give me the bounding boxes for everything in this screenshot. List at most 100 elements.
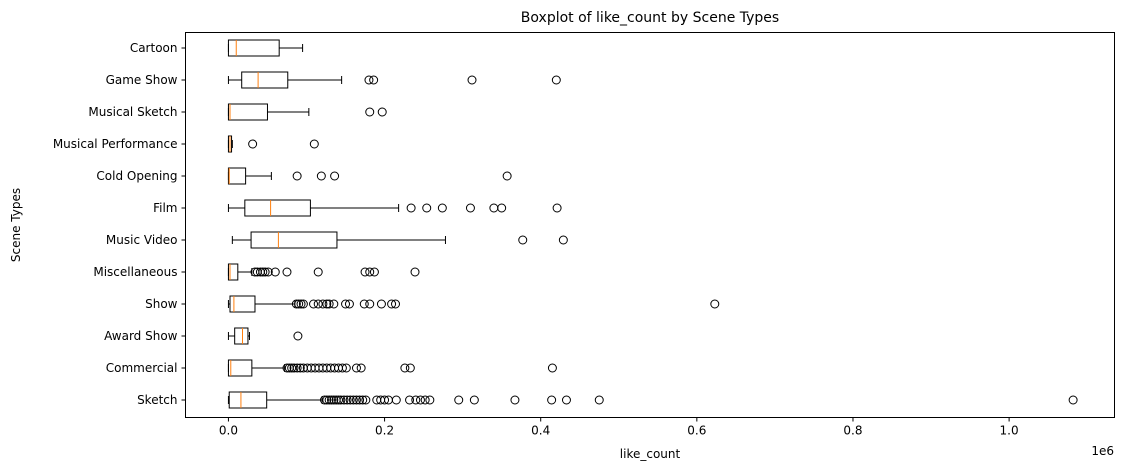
outlier-point: [369, 267, 379, 277]
outlier-point: [351, 395, 361, 405]
outlier-point: [369, 75, 379, 85]
outlier-point: [502, 171, 512, 181]
box-iqr: [229, 295, 256, 313]
y-tick-label: Commercial: [106, 361, 178, 375]
box-iqr: [227, 103, 268, 121]
outlier-point: [365, 107, 375, 117]
outlier-point: [336, 395, 346, 405]
outlier-point: [406, 203, 416, 213]
outlier-point: [292, 363, 302, 373]
outlier-point: [351, 363, 361, 373]
outlier-point: [337, 363, 347, 373]
outlier-point: [270, 267, 280, 277]
box-musical-sketch: [227, 103, 387, 121]
box-iqr: [227, 39, 280, 57]
outlier-point: [551, 75, 561, 85]
outlier-point: [454, 395, 464, 405]
outlier-point: [298, 299, 308, 309]
outlier-point: [552, 203, 562, 213]
outlier-point: [410, 267, 420, 277]
y-axis-label: Scene Types: [9, 188, 23, 262]
outlier-point: [467, 75, 477, 85]
outlier-point: [380, 395, 390, 405]
outlier-point: [518, 235, 528, 245]
outlier-point: [365, 267, 375, 277]
outlier-point: [1068, 395, 1078, 405]
outlier-point: [391, 395, 401, 405]
outlier-point: [341, 299, 351, 309]
plot-area: [185, 32, 1115, 418]
y-tick-label: Game Show: [106, 73, 178, 87]
x-axis-scale-label: 1e6: [1091, 444, 1114, 458]
outlier-point: [425, 395, 435, 405]
outlier-point: [329, 299, 339, 309]
outlier-point: [329, 395, 339, 405]
outlier-point: [263, 267, 273, 277]
y-tick-label: Cold Opening: [96, 169, 177, 183]
x-axis-label: like_count: [620, 447, 681, 461]
outlier-point: [355, 395, 365, 405]
outlier-point: [361, 395, 371, 405]
y-tick-label: Show: [145, 297, 178, 311]
y-axis: Cartoon Game Show Musical Sketch Musical Pe…: [53, 41, 186, 407]
boxes-layer: [227, 39, 1078, 409]
outlier-point: [356, 363, 366, 373]
outlier-point: [594, 395, 604, 405]
outlier-point: [334, 395, 344, 405]
outlier-point: [360, 267, 370, 277]
outlier-point: [405, 395, 415, 405]
box-award-show: [227, 327, 303, 345]
outlier-point: [248, 139, 258, 149]
box-iqr: [250, 231, 338, 249]
outlier-point: [341, 363, 351, 373]
y-tick-label: Music Video: [106, 233, 178, 247]
box-cold-opening: [227, 167, 512, 185]
box-film: [227, 199, 562, 217]
outlier-point: [469, 395, 479, 405]
outlier-point: [287, 363, 297, 373]
outlier-point: [710, 299, 720, 309]
y-tick-label: Film: [153, 201, 177, 215]
box-iqr: [228, 391, 268, 409]
outlier-point: [322, 395, 332, 405]
outlier-point: [358, 395, 368, 405]
y-tick-label: Musical Performance: [53, 137, 178, 151]
outlier-point: [376, 299, 386, 309]
outlier-point: [415, 395, 425, 405]
box-iqr: [227, 359, 253, 377]
outlier-point: [364, 75, 374, 85]
box-iqr: [234, 327, 249, 345]
chart-title: Boxplot of like_count by Scene Types: [521, 10, 779, 26]
x-tick-label: 0.2: [375, 424, 394, 438]
outlier-point: [510, 395, 520, 405]
box-iqr: [244, 199, 311, 217]
outlier-point: [345, 395, 355, 405]
outlier-point: [489, 203, 499, 213]
outlier-point: [344, 299, 354, 309]
outlier-point: [296, 299, 306, 309]
outlier-point: [316, 171, 326, 181]
outlier-point: [391, 299, 401, 309]
box-miscellaneous: [227, 263, 420, 281]
outlier-point: [330, 171, 340, 181]
outlier-point: [282, 267, 292, 277]
y-tick-label: Musical Sketch: [88, 105, 177, 119]
box-iqr: [241, 71, 289, 89]
outlier-point: [294, 299, 304, 309]
box-musical-performance: [227, 135, 319, 153]
outlier-point: [497, 203, 507, 213]
outlier-point: [289, 363, 299, 373]
outlier-point: [319, 395, 329, 405]
box-cartoon: [227, 39, 304, 57]
box-sketch: [227, 391, 1078, 409]
outlier-point: [422, 203, 432, 213]
outlier-point: [400, 363, 410, 373]
y-tick-label: Sketch: [137, 393, 177, 407]
outlier-point: [322, 299, 332, 309]
x-tick-label: 1.0: [1000, 424, 1019, 438]
outlier-point: [465, 203, 475, 213]
outlier-point: [387, 299, 397, 309]
outlier-point: [260, 267, 270, 277]
outlier-point: [293, 331, 303, 341]
